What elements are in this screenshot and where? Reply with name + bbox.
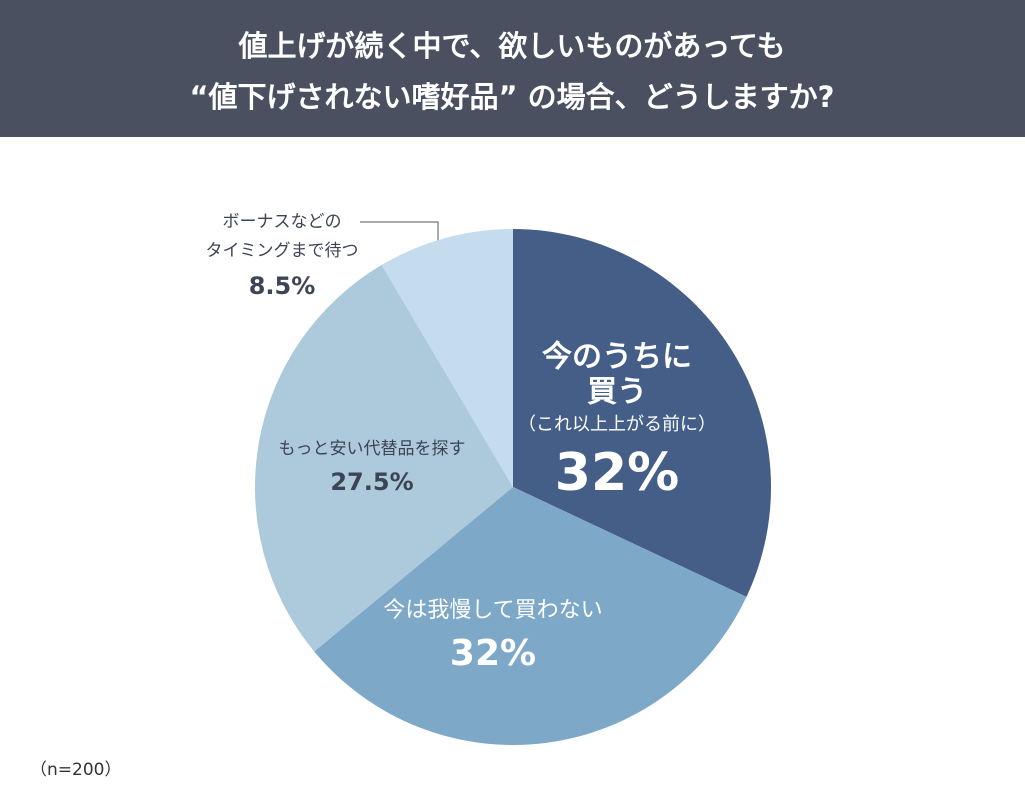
slice-label: 今は我慢して買わない <box>383 598 602 623</box>
slice-label: 買う <box>587 375 647 410</box>
slice-label: （これ以上上がる前に） <box>518 414 716 435</box>
slice-label: もっと安い代替品を探す <box>279 439 466 459</box>
header-band <box>0 0 1025 137</box>
pie-slice <box>254 264 513 652</box>
sample-note: （n=200） <box>30 760 121 780</box>
pie-slice <box>381 229 513 487</box>
value-label: 32% <box>450 633 536 674</box>
value-label: 8.5% <box>249 272 316 300</box>
chart-title: 値上げが続く中で、欲しいものがあっても <box>238 29 786 63</box>
chart-title: “値下げされない嗜好品” の場合、どうしますか? <box>189 80 834 114</box>
slice-label: ボーナスなどの <box>223 212 342 232</box>
leader-line <box>360 221 439 242</box>
value-label: 27.5% <box>330 468 413 496</box>
slice-label: 今のうちに <box>542 340 692 375</box>
pie-slice <box>513 229 771 597</box>
slice-label: タイミングまで待つ <box>206 241 359 261</box>
value-label: 32% <box>555 443 679 503</box>
pie-slice <box>314 487 747 746</box>
